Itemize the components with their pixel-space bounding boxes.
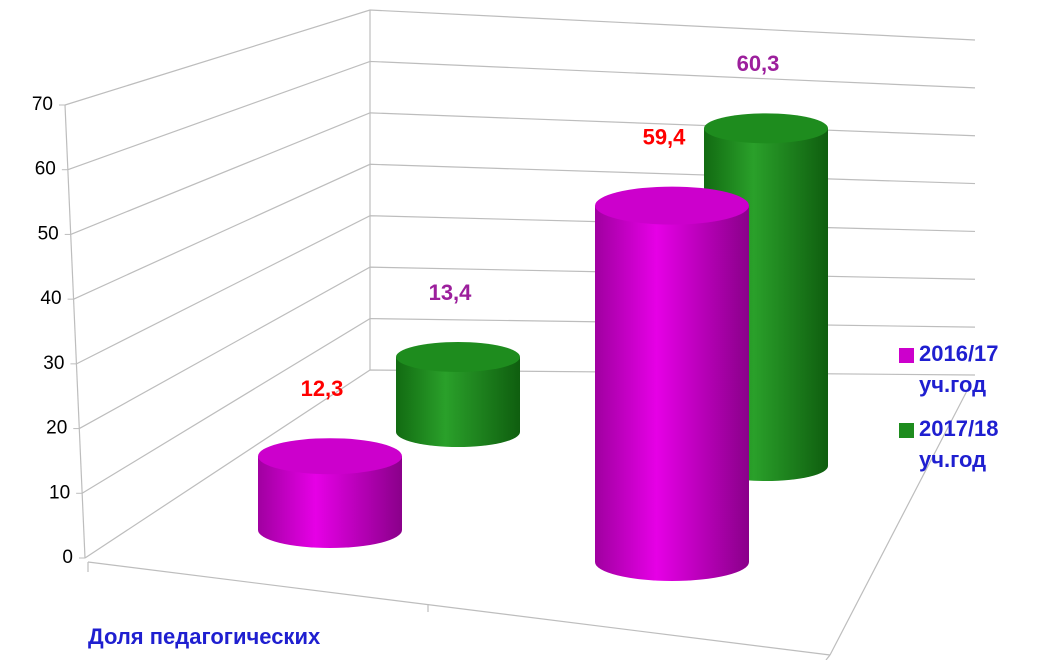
cylinder-part	[258, 438, 402, 475]
data-label: 12,3	[301, 376, 344, 401]
grid-line	[64, 9, 976, 106]
cylinder-part	[704, 113, 828, 144]
data-label: 60,3	[737, 51, 780, 76]
cylinder-part	[595, 205, 749, 581]
cylinder-part	[595, 186, 749, 225]
y-tick-label: 30	[43, 353, 64, 374]
legend-swatch	[899, 348, 914, 363]
y-tick-label: 60	[35, 159, 56, 180]
y-tick-label: 10	[49, 482, 70, 503]
y-tick-label: 0	[62, 547, 73, 568]
cylinder-part	[258, 456, 402, 548]
cylinder	[396, 341, 520, 447]
data-label: 13,4	[429, 280, 473, 305]
cylinder-part	[396, 356, 520, 447]
y-tick-label: 70	[32, 94, 53, 115]
data-label: 59,4	[643, 124, 687, 149]
floor-front	[87, 561, 831, 656]
y-tick-label: 50	[38, 223, 59, 244]
legend-label: 2017/18 уч.год	[919, 416, 999, 472]
cylinder	[258, 438, 402, 548]
legend-swatch	[899, 423, 914, 438]
legend-label: 2016/17 уч.год	[919, 341, 999, 397]
grid-line	[70, 112, 976, 235]
grid-line	[84, 369, 976, 559]
y-tick-label: 20	[46, 418, 67, 439]
grid-line	[76, 215, 976, 365]
y-tick-label: 40	[40, 288, 61, 309]
y-axis	[64, 104, 86, 559]
x-tick-label: Доля педагогических	[88, 624, 321, 649]
grid-line	[67, 60, 976, 171]
cylinder-part	[396, 341, 520, 372]
cylinder	[595, 186, 749, 581]
floor-right	[829, 384, 971, 656]
grid-line	[78, 266, 976, 430]
category-divider	[825, 654, 831, 660]
grid-line	[81, 317, 976, 494]
grid-line	[73, 163, 976, 300]
